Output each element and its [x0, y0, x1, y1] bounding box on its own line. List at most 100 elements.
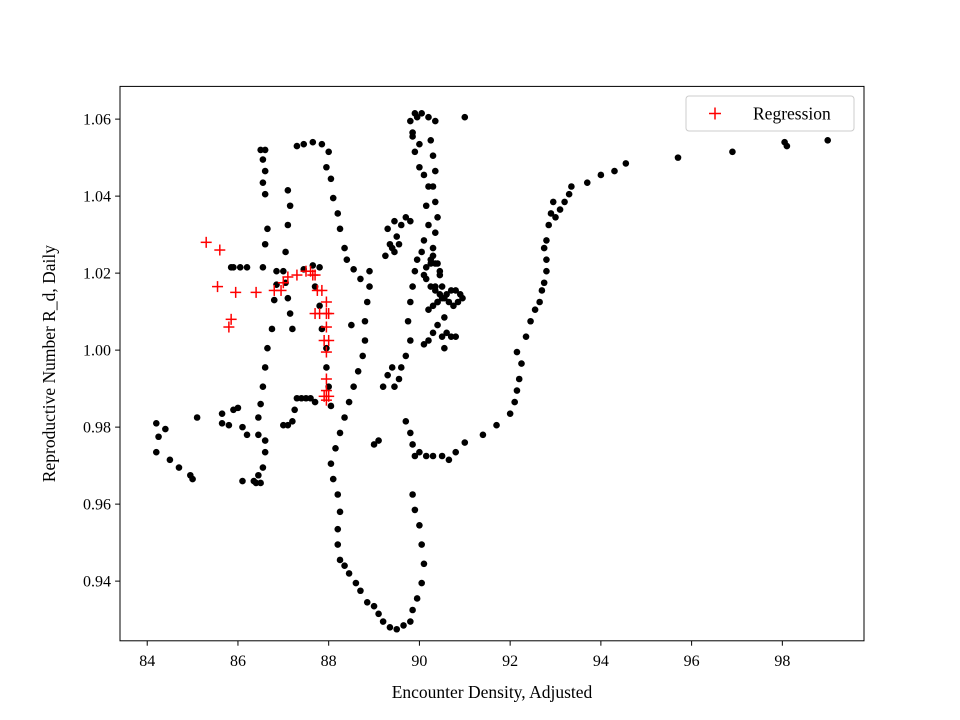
data-point	[361, 317, 369, 325]
data-point	[234, 404, 242, 412]
data-point	[583, 179, 591, 186]
data-point	[323, 364, 330, 371]
data-point	[259, 383, 267, 391]
data-point	[622, 160, 630, 167]
data-point	[397, 221, 405, 229]
data-point	[264, 225, 271, 233]
data-point	[429, 183, 437, 190]
data-point	[422, 264, 430, 271]
data-point	[323, 163, 330, 171]
data-point	[166, 456, 174, 464]
data-point	[255, 471, 262, 479]
data-point	[545, 221, 553, 229]
regression-point	[323, 308, 335, 320]
data-point	[540, 244, 548, 252]
data-point	[239, 423, 246, 431]
data-point	[413, 113, 421, 121]
data-point	[155, 433, 162, 441]
data-point	[384, 225, 391, 233]
regression-point	[223, 321, 235, 333]
data-point	[445, 298, 453, 306]
data-point	[729, 148, 736, 156]
data-point	[438, 294, 446, 302]
data-point	[418, 110, 425, 117]
data-point	[450, 302, 457, 310]
regression-point	[230, 286, 242, 298]
y-tick-label: 0.94	[83, 574, 111, 591]
data-point	[531, 306, 539, 314]
data-point	[230, 264, 237, 271]
data-point	[416, 163, 423, 171]
data-point	[425, 337, 432, 344]
data-point	[427, 137, 435, 144]
data-point	[270, 296, 278, 304]
data-point	[259, 179, 267, 186]
data-point	[162, 425, 169, 433]
data-point	[431, 229, 439, 236]
data-point	[552, 214, 559, 221]
data-point	[434, 298, 441, 306]
data-point	[429, 452, 437, 460]
data-point	[538, 287, 546, 294]
data-point	[418, 248, 425, 256]
data-point	[293, 394, 301, 402]
data-point	[289, 418, 296, 425]
regression-point	[320, 346, 332, 358]
data-point	[431, 167, 439, 175]
data-point	[243, 431, 251, 439]
data-point	[336, 556, 344, 564]
data-point	[411, 148, 419, 156]
data-point	[354, 368, 362, 375]
data-point	[407, 429, 414, 437]
data-point	[375, 610, 382, 618]
data-point	[357, 587, 364, 595]
data-point	[264, 344, 271, 352]
regression-point	[282, 271, 294, 283]
x-tick-label: 84	[139, 653, 155, 670]
legend-label-regression: Regression	[753, 104, 831, 124]
data-point	[420, 560, 428, 568]
data-point	[327, 175, 335, 183]
data-point	[350, 383, 357, 391]
data-point	[461, 439, 469, 446]
data-point	[395, 240, 403, 248]
data-point	[611, 167, 618, 175]
data-point	[257, 146, 264, 154]
y-tick-label: 1.06	[83, 112, 111, 129]
regression-point	[323, 335, 335, 346]
data-point	[261, 364, 269, 371]
data-point	[434, 214, 441, 221]
data-point	[413, 256, 421, 263]
data-point	[556, 206, 564, 213]
data-point	[506, 410, 514, 417]
data-point	[298, 394, 305, 402]
data-point	[443, 329, 450, 337]
data-point	[261, 190, 269, 198]
data-point	[402, 352, 410, 360]
points-layer	[152, 110, 832, 633]
data-point	[452, 448, 460, 456]
data-point	[479, 431, 487, 439]
data-point	[336, 429, 344, 437]
data-point	[436, 267, 444, 275]
data-point	[268, 325, 276, 333]
data-point	[257, 479, 264, 487]
data-point	[363, 298, 371, 306]
y-tick-label: 1.00	[83, 343, 111, 360]
data-point	[379, 618, 387, 625]
data-point	[388, 364, 396, 371]
data-point	[218, 410, 226, 417]
data-point	[431, 283, 439, 290]
data-point	[402, 418, 410, 425]
data-point	[218, 419, 226, 427]
data-point	[236, 264, 244, 271]
data-point	[334, 541, 342, 548]
data-point	[543, 237, 550, 244]
data-point	[431, 198, 439, 206]
data-point	[329, 194, 337, 202]
x-tick-label: 94	[593, 653, 609, 670]
data-point	[261, 167, 269, 175]
data-point	[291, 406, 298, 414]
data-point	[411, 267, 419, 275]
data-point	[225, 421, 233, 429]
